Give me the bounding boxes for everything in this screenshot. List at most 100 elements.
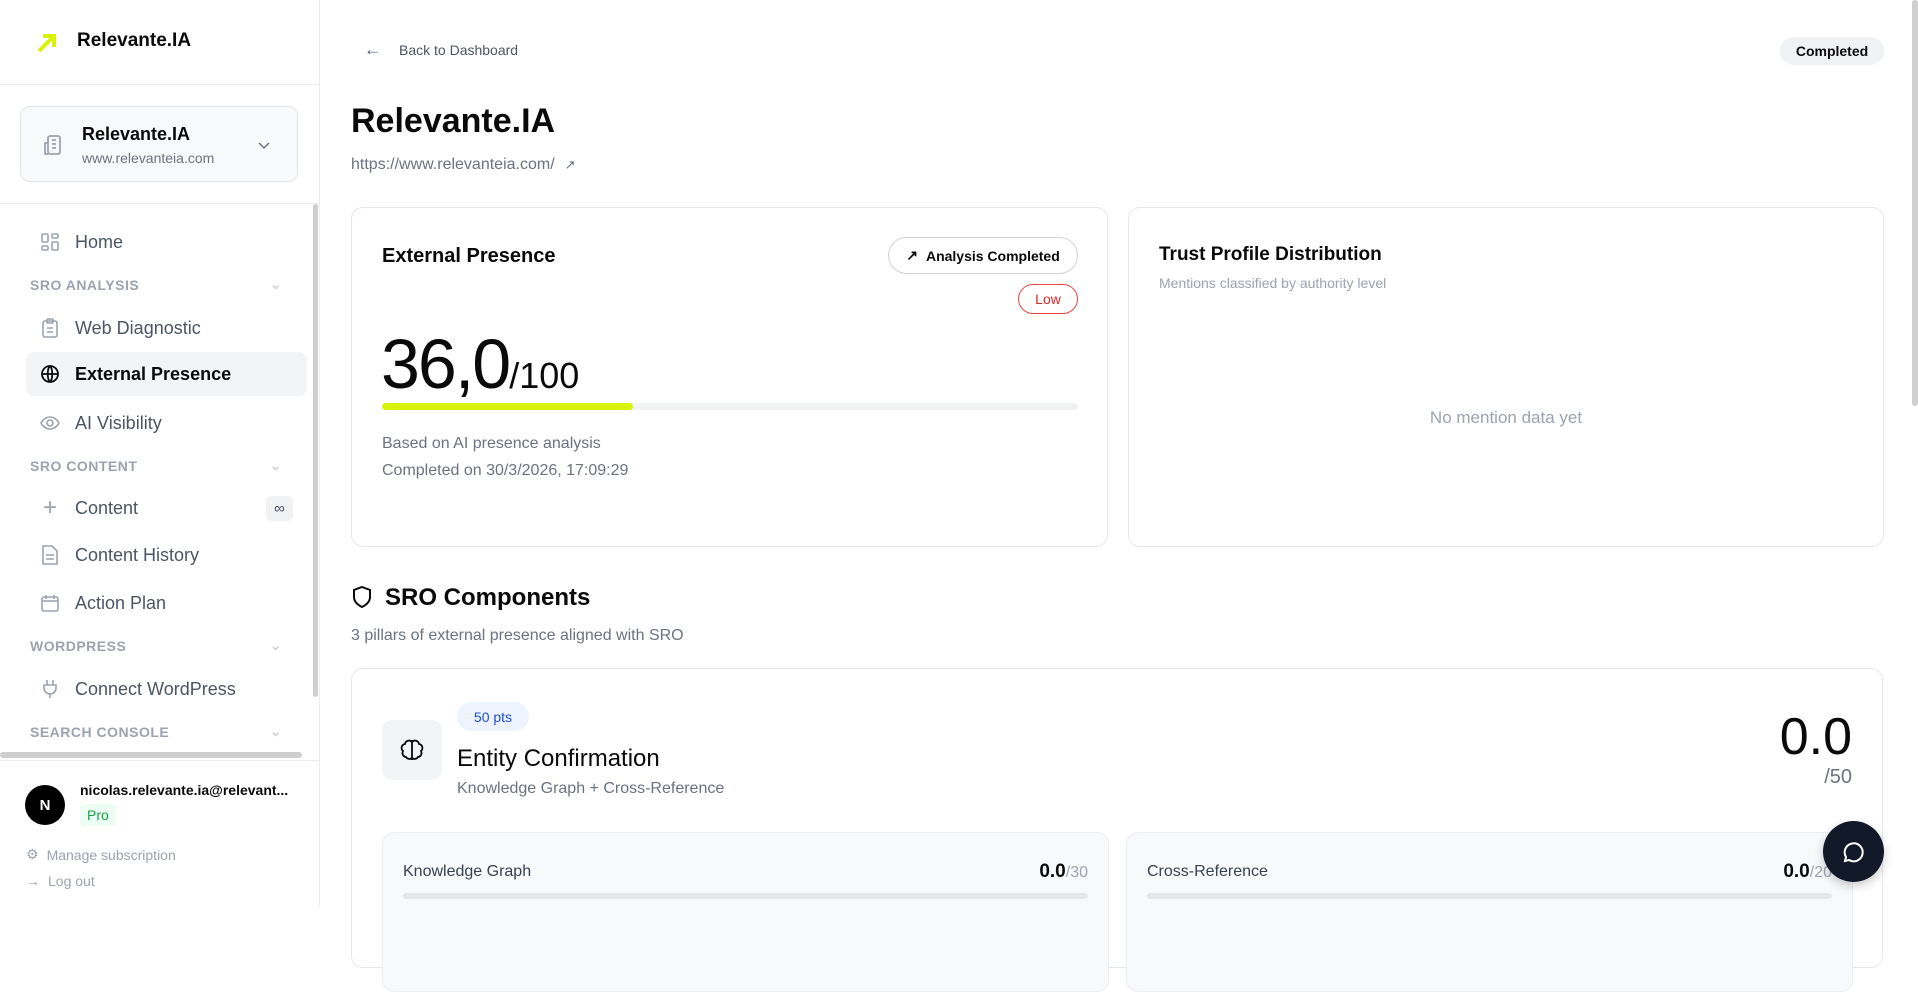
sidebar-item-content-history[interactable]: Content History [26,533,307,577]
section-sro-analysis[interactable]: SRO ANALYSIS ⌄ [30,276,282,293]
score-progress-bar [382,403,1078,410]
nav-label: AI Visibility [75,412,162,433]
plug-icon [40,679,60,699]
card-subtitle: Mentions classified by authority level [1159,275,1387,291]
sub-score-value: 0.0 [1783,861,1810,882]
unlimited-badge: ∞ [266,495,293,521]
manage-label: Manage subscription [46,846,176,863]
sidebar-item-connect-wordpress[interactable]: Connect WordPress [26,667,307,711]
analysis-status-pill: ↗ Analysis Completed [888,237,1078,274]
page-title: Relevante.IA [351,102,556,140]
section-subtitle: 3 pillars of external presence aligned w… [351,627,684,644]
sub-progress-bar [1147,893,1832,899]
nav-label: Content History [75,544,200,565]
file-text-icon [40,545,60,565]
sidebar: Relevante.IA Relevante.IA www.relevantei… [0,0,320,908]
globe-icon [40,364,60,384]
subcomponent-cross-reference: Cross-Reference 0.0/20 [1126,832,1853,992]
sub-label: Knowledge Graph [403,863,532,880]
shield-icon [353,585,371,609]
trending-up-icon: ↗ [906,247,918,263]
section-label: SRO CONTENT [30,457,138,474]
eye-icon [40,413,60,433]
site-url: https://www.relevanteia.com/ [351,156,555,173]
nav-label: Content [75,497,139,518]
sub-progress-bar [403,893,1088,899]
nav-label: Action Plan [75,592,167,613]
external-presence-card: External Presence ↗ Analysis Completed Lo… [351,207,1108,547]
empty-state: No mention data yet [1429,408,1583,427]
sidebar-item-web-diagnostic[interactable]: Web Diagnostic [26,306,307,350]
score-note: Based on AI presence analysis [382,435,601,452]
section-label: SRO ANALYSIS [30,276,140,293]
sidebar-scrollbar[interactable] [313,204,318,697]
avatar[interactable]: N [25,785,65,825]
score-max: /100 [509,355,580,396]
nav-label: Web Diagnostic [75,317,201,338]
manage-subscription-link[interactable]: ⚙ Manage subscription [26,846,176,863]
sub-score-max: /30 [1065,864,1088,881]
external-link-icon: ↗ [564,157,576,172]
card-title: External Presence [382,245,556,267]
logo-arrow-icon [37,34,56,53]
section-wordpress[interactable]: WORDPRESS ⌄ [30,637,282,654]
arrow-right-icon: → [26,873,40,889]
score-progress-fill [382,403,633,410]
sub-score: 0.0/30 [1039,861,1088,883]
points-badge: 50 pts [457,702,529,731]
site-url-link[interactable]: https://www.relevanteia.com/ ↗ [351,156,576,174]
sub-score: 0.0/20 [1783,861,1832,883]
logout-link[interactable]: → Log out [26,873,95,889]
gear-icon: ⚙ [26,846,39,862]
component-max: /50 [1824,766,1852,788]
chat-bubble-icon [1843,841,1864,862]
building-icon [44,135,61,155]
org-switcher[interactable]: Relevante.IA www.relevanteia.com [20,106,298,182]
sidebar-item-home[interactable]: Home [26,220,307,264]
logout-label: Log out [48,873,95,889]
sidebar-item-external-presence[interactable]: External Presence [26,352,307,396]
chevron-down-icon: ⌄ [269,723,282,739]
component-title: Entity Confirmation [457,745,660,772]
sub-score-value: 0.0 [1039,861,1066,882]
org-name: Relevante.IA [82,124,191,144]
section-label: SEARCH CONSOLE [30,723,170,740]
page-scrollbar[interactable] [1912,0,1918,406]
sub-label: Cross-Reference [1147,863,1268,880]
grid-icon [40,232,60,252]
chevron-down-icon: ⌄ [269,276,282,292]
score-value: 36,0 [381,325,511,403]
sidebar-item-content[interactable]: + Content ∞ [26,486,307,530]
chevron-down-icon: ⌄ [269,457,282,473]
nav-label: Home [75,231,124,252]
back-label: Back to Dashboard [399,42,519,58]
back-to-dashboard-link[interactable]: ← Back to Dashboard [364,40,518,60]
nav-label: External Presence [75,363,232,384]
plus-icon: + [42,494,57,521]
status-badge: Completed [1780,37,1884,65]
section-label: WORDPRESS [30,637,127,654]
arrow-left-icon: ← [364,40,381,59]
score: 36,0/100 [381,324,579,404]
chevron-down-icon [258,142,270,150]
calendar-icon [40,593,60,613]
sub-score-max: /20 [1809,864,1832,881]
section-search-console[interactable]: SEARCH CONSOLE ⌄ [30,723,282,740]
sidebar-horizontal-scrollbar[interactable] [0,752,302,758]
sidebar-item-action-plan[interactable]: Action Plan [26,581,307,625]
component-subtitle: Knowledge Graph + Cross-Reference [457,780,725,797]
user-email: nicolas.relevante.ia@relevant... [80,782,289,798]
card-title: Trust Profile Distribution [1159,244,1382,265]
section-sro-content[interactable]: SRO CONTENT ⌄ [30,457,282,474]
plan-badge: Pro [80,804,116,826]
entity-confirmation-card: 50 pts Entity Confirmation Knowledge Gra… [351,668,1883,992]
nav-label: Connect WordPress [75,678,236,699]
chat-button[interactable] [1823,821,1884,882]
component-score: 0.0 [1779,708,1852,766]
clipboard-icon [40,318,60,338]
brand-name: Relevante.IA [77,30,192,51]
org-url: www.relevanteia.com [82,150,215,166]
sidebar-item-ai-visibility[interactable]: AI Visibility [26,401,307,445]
completed-date: Completed on 30/3/2026, 17:09:29 [382,462,629,479]
status-label: Analysis Completed [925,247,1060,264]
